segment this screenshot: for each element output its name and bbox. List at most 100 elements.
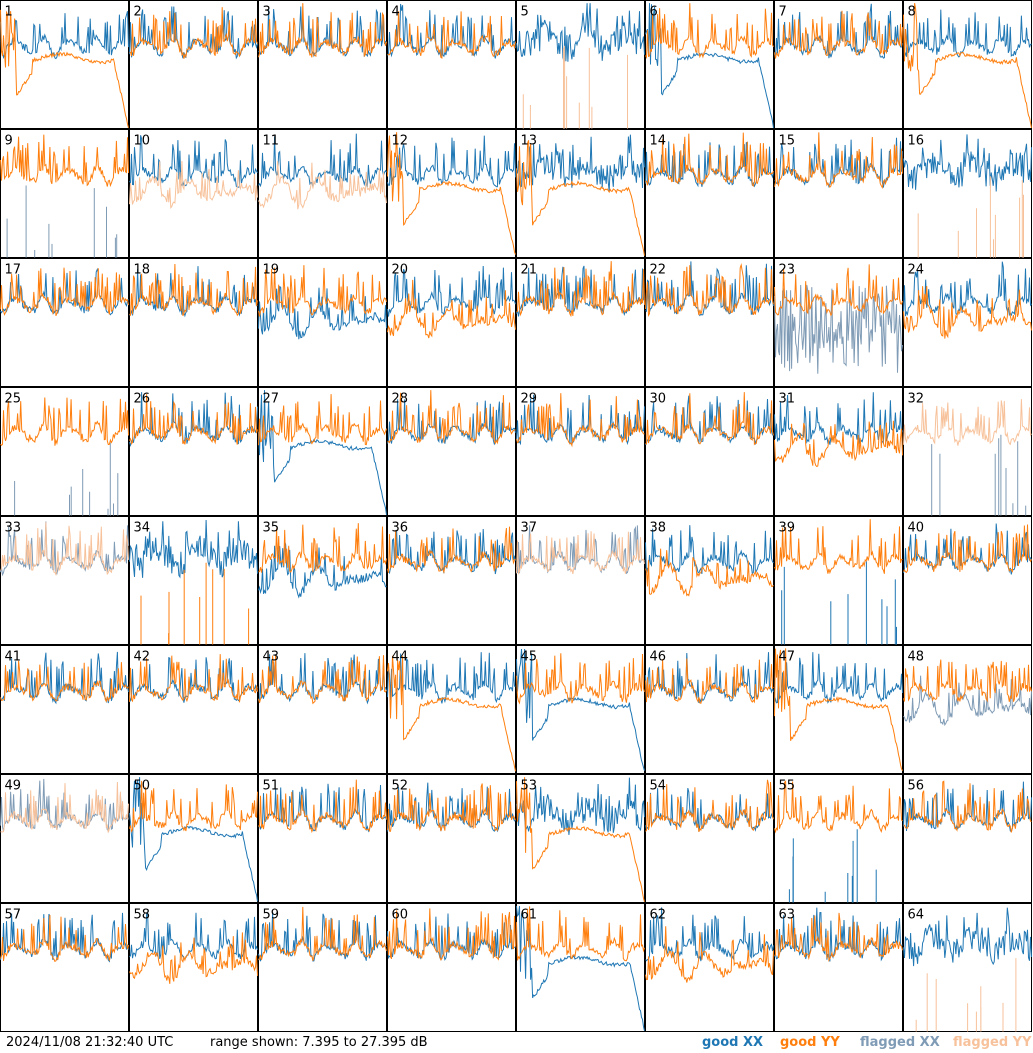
series-yy-panel-12 — [387, 132, 516, 255]
panel-frame — [129, 774, 258, 903]
panel-40: 40 — [903, 516, 1032, 645]
series-yy-panel-4 — [387, 11, 516, 59]
panel-label: 48 — [908, 650, 925, 665]
series-yy-panel-32 — [903, 399, 1032, 446]
panel-frame — [774, 0, 903, 129]
panel-label: 35 — [263, 521, 280, 536]
panel-frame — [903, 645, 1032, 774]
panel-frame — [516, 387, 645, 516]
panel-24: 24 — [903, 258, 1032, 387]
panel-15: 15 — [774, 129, 903, 258]
panel-58: 58 — [129, 903, 258, 1032]
series-yy-panel-3 — [258, 3, 387, 58]
panel-label: 41 — [5, 650, 22, 665]
panel-frame — [129, 645, 258, 774]
panel-label: 61 — [521, 908, 538, 923]
panel-frame — [774, 774, 903, 903]
series-xx-panel-21 — [516, 265, 645, 317]
panel-frame — [258, 129, 387, 258]
panel-label: 28 — [392, 392, 409, 407]
panel-label: 2 — [134, 5, 142, 20]
series-xx-panel-40 — [903, 523, 1032, 575]
panel-label: 46 — [650, 650, 667, 665]
panel-18: 18 — [129, 258, 258, 387]
panel-35: 35 — [258, 516, 387, 645]
series-yy-panel-63 — [774, 912, 903, 963]
series-yy-panel-28 — [387, 390, 516, 445]
panel-frame — [0, 645, 129, 774]
series-yy-panel-22 — [645, 263, 774, 317]
panel-34: 34 — [129, 516, 258, 645]
series-yy-panel-25 — [0, 397, 129, 447]
panel-43: 43 — [258, 645, 387, 774]
series-xx-panel-44 — [387, 652, 516, 704]
series-xx-panel-45 — [516, 648, 645, 771]
panel-label: 42 — [134, 650, 151, 665]
panel-frame — [516, 774, 645, 903]
panel-label: 23 — [779, 263, 796, 278]
panel-2: 2 — [129, 0, 258, 129]
panel-55: 55 — [774, 774, 903, 903]
panel-50: 50 — [129, 774, 258, 903]
legend-flagged-xx: flagged XX — [860, 1035, 940, 1050]
panel-frame — [645, 258, 774, 387]
panel-label: 26 — [134, 392, 151, 407]
panel-frame — [645, 903, 774, 1032]
series-yy-panel-29 — [516, 393, 645, 448]
panel-44: 44 — [387, 645, 516, 774]
panel-label: 12 — [392, 134, 409, 149]
panel-frame — [387, 0, 516, 129]
series-yy-panel-45 — [516, 653, 645, 705]
series-yy-panel-38 — [645, 548, 774, 597]
series-yy-panel-15 — [774, 132, 903, 189]
series-xx-panel-35 — [258, 541, 387, 599]
series-yy-panel-51 — [258, 779, 387, 834]
panel-frame — [0, 387, 129, 516]
panel-47: 47 — [774, 645, 903, 774]
panel-frame — [645, 774, 774, 903]
panel-label: 51 — [263, 779, 280, 794]
panel-frame — [387, 387, 516, 516]
series-yy-panel-46 — [645, 658, 774, 704]
panel-frame — [903, 516, 1032, 645]
series-xx-panel-9 — [6, 185, 118, 258]
series-yy-panel-21 — [516, 261, 645, 318]
panel-frame — [129, 387, 258, 516]
panel-label: 44 — [392, 650, 409, 665]
panel-60: 60 — [387, 903, 516, 1032]
panel-frame — [516, 903, 645, 1032]
panel-38: 38 — [645, 516, 774, 645]
panel-frame — [903, 387, 1032, 516]
series-yy-panel-5 — [522, 45, 628, 129]
series-yy-panel-34 — [140, 562, 250, 645]
series-yy-panel-60 — [387, 908, 516, 961]
panel-frame — [516, 0, 645, 129]
panel-frame — [387, 645, 516, 774]
panel-frame — [258, 387, 387, 516]
series-yy-panel-64 — [915, 958, 1017, 1032]
legend-good-xx: good XX — [702, 1035, 764, 1050]
series-xx-panel-19 — [258, 285, 387, 340]
panel-11: 11 — [258, 129, 387, 258]
panel-label: 32 — [908, 392, 925, 407]
series-yy-panel-55 — [774, 780, 903, 834]
panel-label: 27 — [263, 392, 280, 407]
panel-label: 8 — [908, 5, 916, 20]
panel-9: 9 — [0, 129, 129, 258]
panel-frame — [516, 129, 645, 258]
panel-label: 5 — [521, 5, 529, 20]
series-yy-panel-19 — [258, 265, 387, 317]
panel-53: 53 — [516, 774, 645, 903]
series-yy-panel-41 — [0, 660, 129, 703]
series-xx-panel-33 — [0, 521, 129, 577]
panel-frame — [645, 645, 774, 774]
panel-frame — [258, 774, 387, 903]
series-yy-panel-1 — [0, 9, 129, 129]
series-yy-panel-42 — [129, 654, 258, 703]
panel-label: 49 — [5, 779, 22, 794]
panel-31: 31 — [774, 387, 903, 516]
series-yy-panel-24 — [903, 285, 1032, 339]
series-xx-panel-25 — [14, 442, 119, 516]
panel-62: 62 — [645, 903, 774, 1032]
series-xx-panel-47 — [774, 652, 903, 704]
